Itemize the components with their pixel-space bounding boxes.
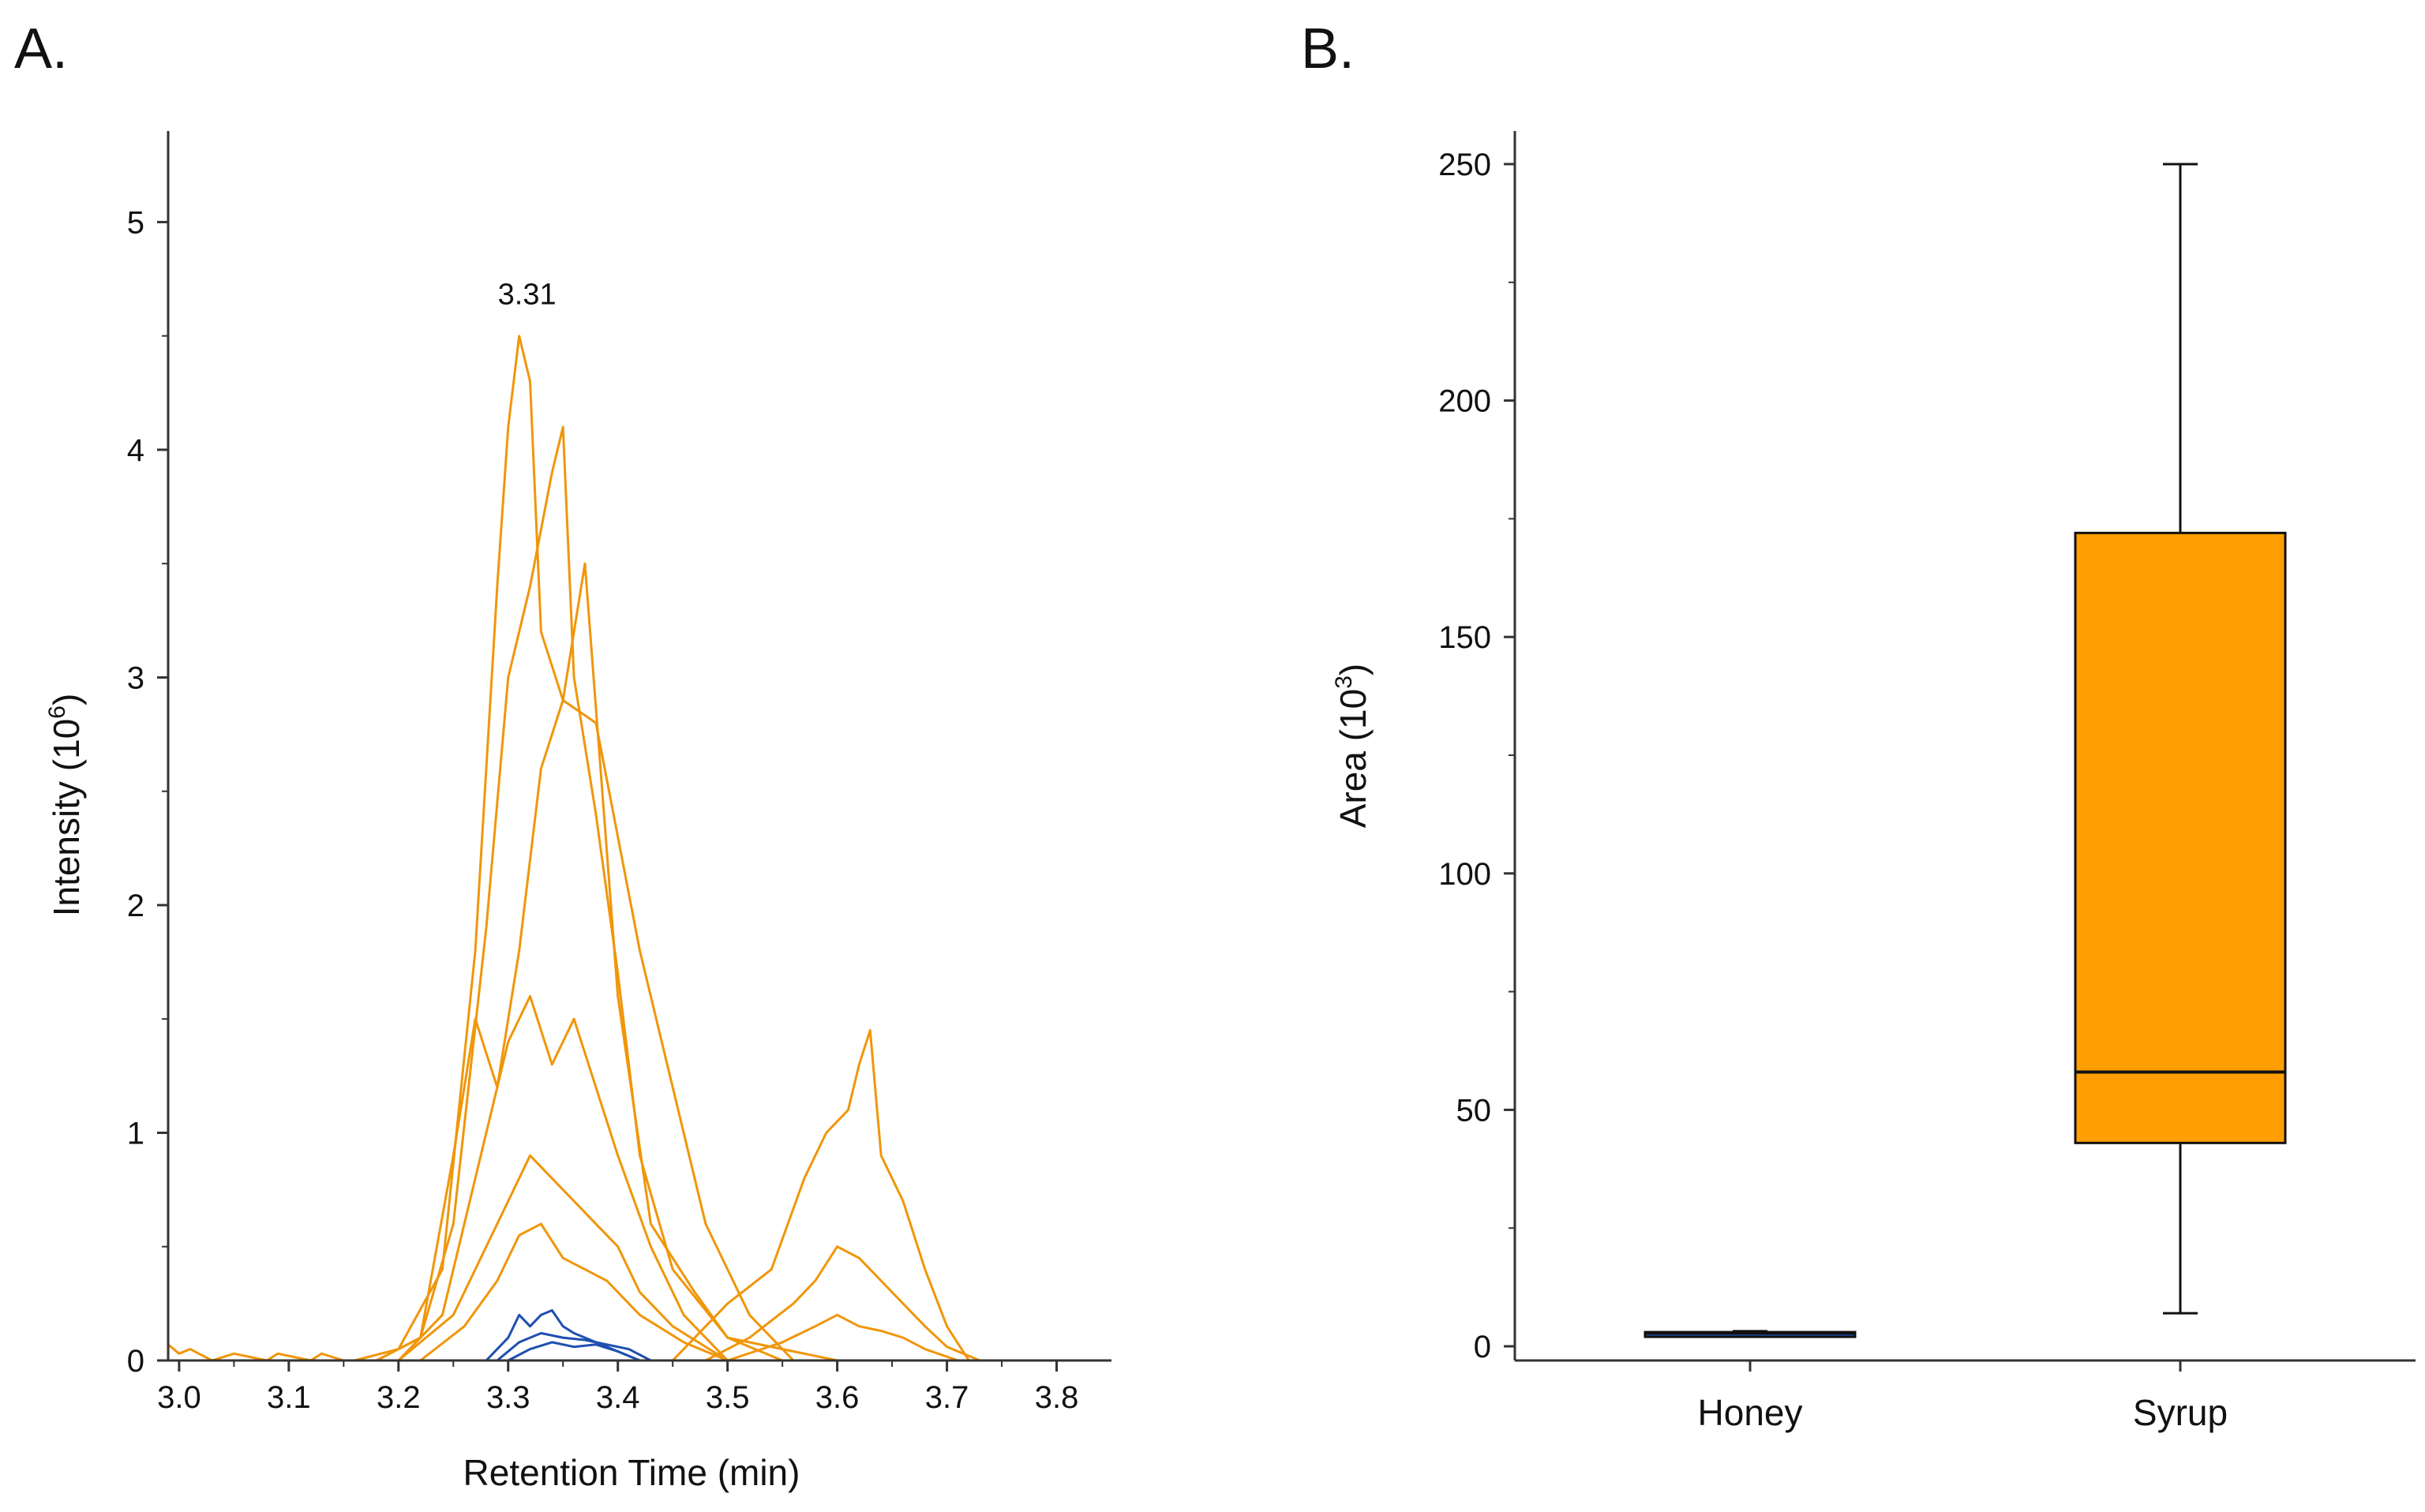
a-y-tick-label: 0: [127, 1344, 144, 1379]
b-y-tick-label: 50: [1456, 1093, 1492, 1128]
series-line-syrup-1: [354, 335, 838, 1362]
b-y-tick-label: 200: [1438, 384, 1491, 419]
a-y-tick-label: 4: [127, 433, 144, 468]
a-x-tick-label: 3.1: [267, 1380, 311, 1415]
series-line-syrup-7: [672, 1029, 970, 1362]
a-y-ticks: 0 1 2 3 4 5: [127, 205, 168, 1379]
series-line-syrup-10: [167, 1343, 344, 1362]
panel-b-label: B.: [1301, 17, 1355, 80]
b-y-axis-title-tail: ): [1332, 664, 1374, 676]
a-y-axis-title-exponent: 6: [44, 705, 70, 719]
series-line-syrup-2: [376, 425, 783, 1362]
series-line-syrup-3: [376, 698, 795, 1362]
b-y-axis-title-main: Area (10: [1332, 689, 1374, 828]
a-y-tick-label: 3: [127, 661, 144, 695]
a-y-tick-label: 5: [127, 205, 144, 240]
panel-a-label: A.: [14, 17, 68, 80]
b-y-axis-title: Area (103): [1331, 664, 1374, 828]
boxplot-boxes: [1644, 163, 2287, 1338]
a-x-tick-label: 3.4: [596, 1380, 640, 1415]
series-line-syrup-5: [397, 1154, 729, 1362]
a-x-ticks: 3.0 3.1 3.2 3.3 3.4 3.5 3.6 3.7 3.8: [157, 1360, 1078, 1415]
peak-annotation: 3.31: [498, 279, 557, 312]
a-x-tick-label: 3.2: [377, 1380, 421, 1415]
syrup-box: [2074, 531, 2287, 1144]
b-y-tick-label: 0: [1474, 1330, 1491, 1364]
a-y-axis-title-tail: ): [46, 694, 87, 705]
a-y-axis-title-main: Intensity (10: [46, 719, 87, 917]
series-line-honey-12: [496, 1331, 652, 1362]
a-x-tick-label: 3.0: [157, 1380, 201, 1415]
series-line-honey-13: [508, 1341, 641, 1362]
b-y-tick-label: 250: [1438, 148, 1491, 182]
a-x-axis-title: Retention Time (min): [463, 1452, 800, 1493]
a-x-tick-label: 3.3: [486, 1380, 530, 1415]
series-line-syrup-8: [705, 1245, 980, 1362]
category-label-honey: Honey: [1698, 1392, 1803, 1433]
b-x-ticks: Honey Syrup: [1698, 1360, 2228, 1433]
category-label-syrup: Syrup: [2133, 1392, 2228, 1433]
a-x-tick-label: 3.6: [815, 1380, 860, 1415]
b-y-tick-label: 100: [1438, 857, 1491, 892]
chromatogram-series: [167, 335, 980, 1362]
a-x-tick-label: 3.8: [1035, 1380, 1079, 1415]
b-y-tick-label: 150: [1438, 620, 1491, 655]
b-y-ticks: 0 50 100 150 200 250: [1438, 148, 1515, 1364]
a-x-tick-label: 3.7: [925, 1380, 969, 1415]
boxplot-panel: 0 50 100 150 200 250 Honey Syrup Area (103): [1331, 131, 2416, 1433]
series-line-syrup-4: [397, 994, 729, 1362]
a-y-tick-label: 1: [127, 1116, 144, 1151]
a-y-axis-title: Intensity (106): [44, 694, 87, 917]
series-line-honey-11: [485, 1309, 641, 1362]
series-line-syrup-9: [727, 1313, 958, 1362]
series-line-syrup-6: [419, 1222, 729, 1362]
a-y-tick-label: 2: [127, 889, 144, 923]
b-y-axis-title-exponent: 3: [1331, 676, 1357, 689]
a-x-tick-label: 3.5: [706, 1380, 750, 1415]
